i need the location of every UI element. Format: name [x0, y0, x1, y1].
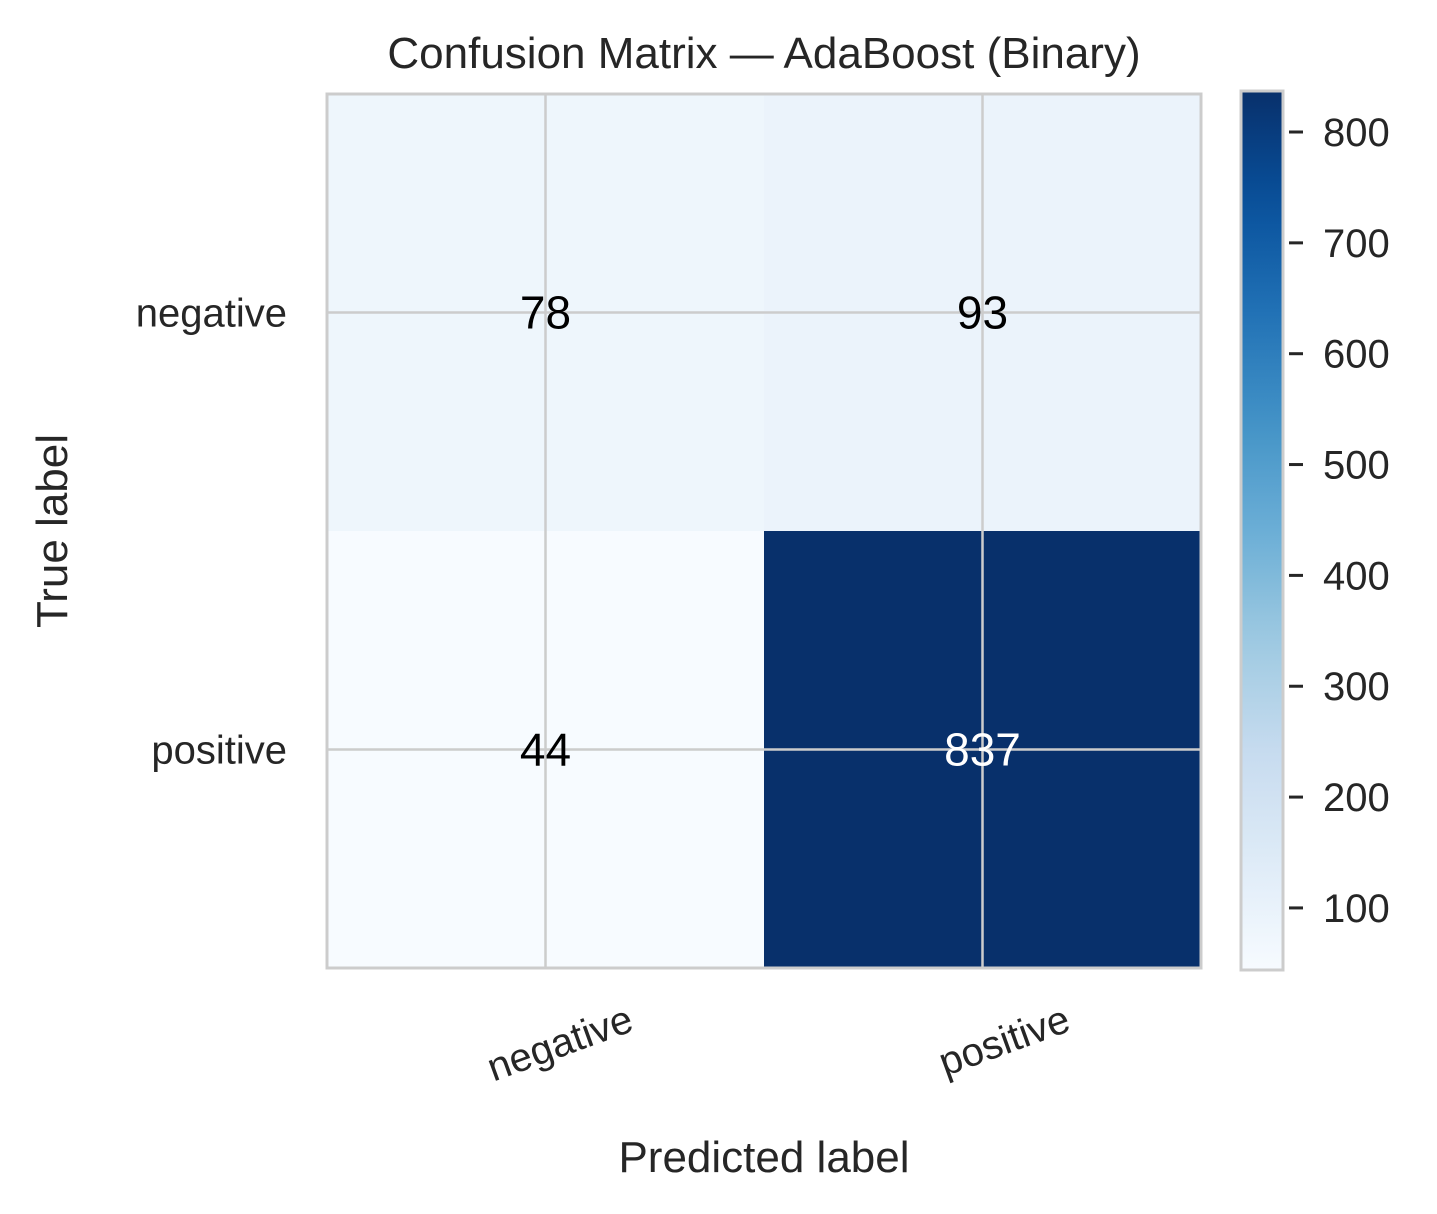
plot-frame	[325, 92, 1203, 970]
x-axis-label: Predicted label	[618, 1133, 909, 1182]
chart-title: Confusion Matrix — AdaBoost (Binary)	[387, 29, 1140, 78]
colorbar-ticks: 100 200 300 400 500 600 700 800	[1289, 111, 1390, 931]
colorbar-tick-label-800: 800	[1323, 111, 1390, 155]
colorbar-tick-label-400: 400	[1323, 554, 1390, 598]
x-tick-label-negative: negative	[481, 997, 638, 1090]
cell-value-0-1: 93	[957, 287, 1008, 339]
colorbar-tick-label-700: 700	[1323, 222, 1390, 266]
colorbar-tick-label-200: 200	[1323, 776, 1390, 820]
cell-value-labels: 78 93 44 837	[520, 287, 1021, 776]
heatmap-cells	[327, 94, 1201, 968]
colorbar-tick-label-300: 300	[1323, 665, 1390, 709]
y-tick-label-positive: positive	[151, 729, 287, 773]
cell-value-0-0: 78	[520, 287, 571, 339]
colorbar	[1239, 89, 1285, 972]
x-tick-labels: negative positive	[481, 997, 1075, 1090]
y-tick-label-negative: negative	[136, 292, 287, 336]
colorbar-tick-label-500: 500	[1323, 444, 1390, 488]
colorbar-tick-label-600: 600	[1323, 333, 1390, 377]
gridlines	[327, 94, 1201, 968]
x-tick-label-positive: positive	[933, 997, 1075, 1085]
colorbar-tick-label-100: 100	[1323, 887, 1390, 931]
y-axis-label: True label	[28, 434, 77, 628]
cell-value-1-1: 837	[944, 724, 1021, 776]
y-tick-labels: negative positive	[136, 292, 287, 773]
cell-value-1-0: 44	[520, 724, 571, 776]
